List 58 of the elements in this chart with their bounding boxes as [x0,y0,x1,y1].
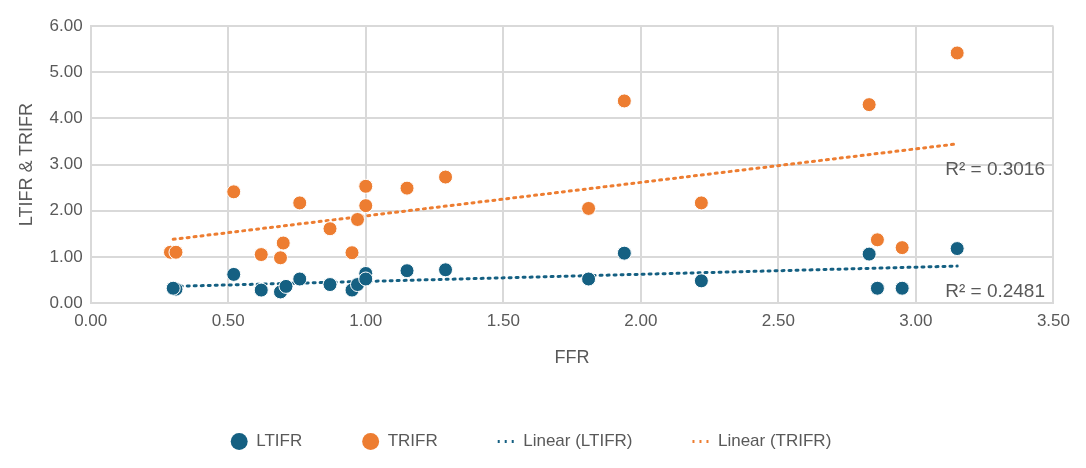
point [344,245,360,261]
x-tick-label: 2.00 [624,310,658,330]
point [399,180,415,196]
point [869,232,885,248]
legend-label: LTIFR [256,431,303,451]
annotation: R² = 0.3016 [945,158,1046,180]
point [358,198,374,214]
point [278,278,294,294]
x-tick-label: 2.50 [761,310,795,330]
y-tick-label: 2.00 [49,200,83,220]
point [861,97,877,113]
y-tick-label: 6.00 [49,15,83,35]
point [949,241,965,257]
point [253,282,269,298]
point [869,280,885,296]
point [168,244,184,260]
point [350,212,366,227]
y-tick-label: 4.00 [49,108,83,128]
x-tick-label: 1.00 [349,310,383,330]
point [358,271,374,287]
point [894,240,910,256]
point [438,169,454,185]
point [358,178,374,194]
x-axis-title: FFR [554,347,590,368]
point [322,221,338,237]
annotation: R² = 0.2481 [945,280,1046,302]
point [399,263,415,279]
point [438,262,454,278]
point [949,45,965,61]
point [616,245,632,261]
x-tick-label: 3.50 [1036,310,1070,330]
y-tick-label: 0.00 [49,292,83,312]
point [292,195,308,211]
point [693,195,709,211]
y-tick-label: 5.00 [49,62,83,82]
x-tick-label: 0.50 [211,310,245,330]
point [322,277,338,293]
point [693,273,709,289]
point [275,235,291,251]
point [292,271,308,287]
point [272,250,288,266]
x-tick-label: 1.50 [486,310,520,330]
point [226,184,242,200]
y-tick-label: 3.00 [49,154,83,174]
point [581,271,597,287]
point [226,266,242,282]
point [581,200,597,216]
y-tick-label: 1.00 [49,246,83,266]
point [861,246,877,262]
legend-label: TRIFR [387,431,438,451]
x-tick-label: 3.00 [899,310,933,330]
legend-label: Linear (TRIFR) [717,431,832,451]
point [253,247,269,263]
legend-label: Linear (LTIFR) [523,431,633,451]
point [894,280,910,296]
y-axis-title: LTIFR & TRIFR [15,102,36,227]
x-tick-label: 0.00 [74,310,108,330]
point [616,93,632,109]
